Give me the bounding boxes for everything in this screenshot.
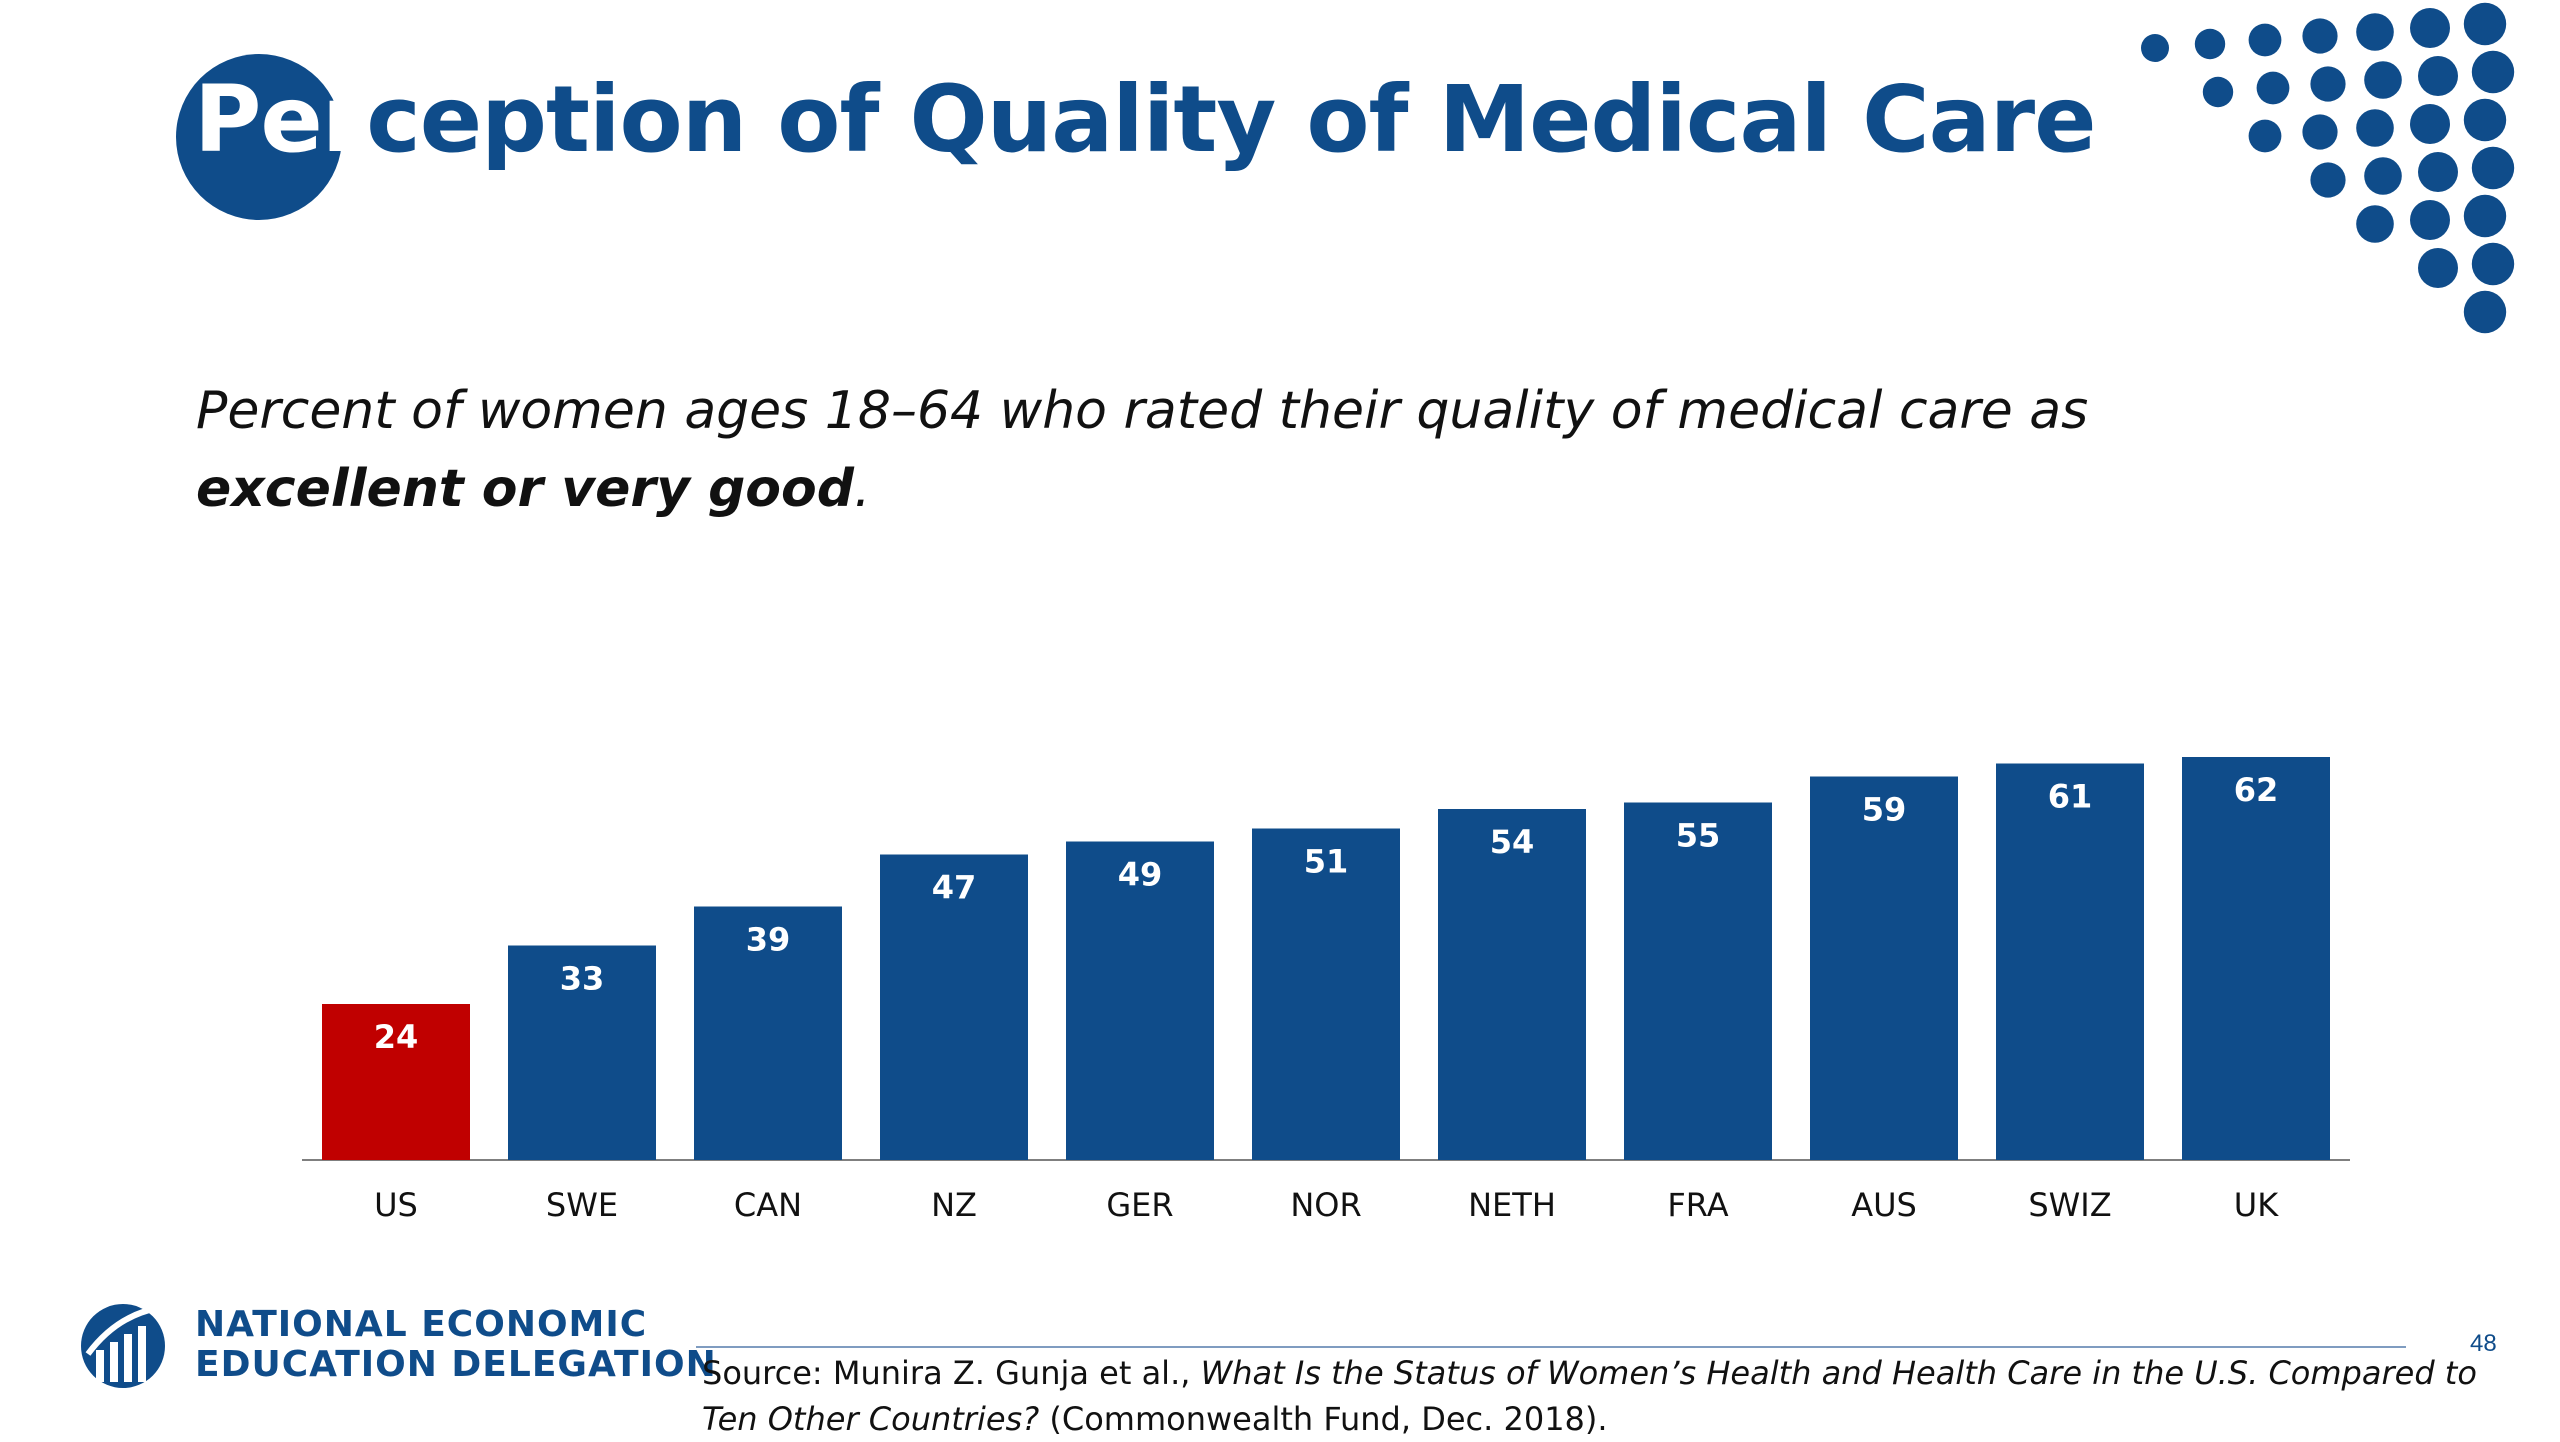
source-divider	[696, 1346, 2406, 1348]
category-label-neth: NETH	[1468, 1186, 1556, 1224]
bar-nz	[880, 854, 1028, 1160]
decorative-dots	[2141, 2, 2515, 334]
category-label-aus: AUS	[1851, 1186, 1917, 1224]
bar-nor	[1252, 828, 1400, 1160]
data-label-swiz: 61	[2048, 778, 2093, 816]
data-label-us: 24	[374, 1018, 419, 1056]
category-label-nz: NZ	[931, 1186, 977, 1224]
data-label-nz: 47	[932, 869, 977, 907]
decorative-dot	[2418, 248, 2458, 288]
source-prefix: Source: Munira Z. Gunja et al.,	[702, 1354, 1201, 1392]
title-text: Perception of Quality of Medical Care	[194, 74, 2096, 166]
category-label-us: US	[374, 1186, 418, 1224]
organization-name: NATIONAL ECONOMIC EDUCATION DELEGATION	[195, 1305, 717, 1385]
data-label-swe: 33	[560, 960, 605, 998]
subtitle-text: Percent of women ages 18–64 who rated th…	[196, 381, 2089, 441]
chart-subtitle: Percent of women ages 18–64 who rated th…	[196, 372, 2096, 528]
decorative-dot	[2248, 23, 2282, 57]
category-label-fra: FRA	[1667, 1186, 1728, 1224]
decorative-dot	[2471, 146, 2515, 190]
decorative-dot	[2256, 71, 2290, 105]
decorative-dot	[2356, 205, 2394, 243]
decorative-dot	[2410, 104, 2450, 144]
decorative-dot	[2364, 157, 2402, 195]
org-name-line1: NATIONAL ECONOMIC	[195, 1304, 648, 1345]
bar-aus	[1810, 776, 1958, 1160]
decorative-dot	[2310, 162, 2346, 198]
decorative-dot	[2410, 8, 2450, 48]
organization-logo-icon	[81, 1304, 165, 1388]
subtitle-bold: excellent or very good	[196, 459, 854, 519]
decorative-dot	[2364, 61, 2402, 99]
source-citation: Source: Munira Z. Gunja et al., What Is …	[702, 1350, 2542, 1442]
bar-swe	[508, 945, 656, 1160]
bar-swiz	[1996, 763, 2144, 1160]
data-label-nor: 51	[1304, 843, 1349, 881]
source-suffix: (Commonwealth Fund, Dec. 2018).	[1039, 1400, 1608, 1438]
subtitle-end: .	[853, 459, 871, 519]
org-name-line2: EDUCATION DELEGATION	[195, 1344, 717, 1385]
decorative-dot	[2463, 194, 2507, 238]
category-label-swiz: SWIZ	[2028, 1186, 2111, 1224]
decorative-dot	[2463, 98, 2507, 142]
category-label-swe: SWE	[546, 1186, 618, 1224]
decorative-dot	[2248, 119, 2282, 153]
decorative-dot	[2356, 109, 2394, 147]
title-rest: ception of Quality of Medical Care	[366, 66, 2096, 173]
category-label-ger: GER	[1106, 1186, 1173, 1224]
bar-can	[694, 906, 842, 1160]
decorative-dot	[2410, 200, 2450, 240]
decorative-dot	[2141, 34, 2169, 62]
data-label-aus: 59	[1862, 791, 1907, 829]
data-label-ger: 49	[1118, 856, 1163, 894]
decorative-dot	[2471, 242, 2515, 286]
decorative-dot	[2202, 76, 2234, 108]
decorative-dot	[2418, 56, 2458, 96]
decorative-dot	[2310, 66, 2346, 102]
data-label-uk: 62	[2234, 771, 2279, 809]
decorative-dot	[2463, 290, 2507, 334]
decorative-dot	[2356, 13, 2394, 51]
decorative-dot	[2194, 28, 2226, 60]
title-circle-decoration	[176, 54, 342, 220]
bar-neth	[1438, 809, 1586, 1160]
page-number: 48	[2470, 1330, 2497, 1357]
decorative-dot	[2302, 18, 2338, 54]
title-first-part: Per	[194, 66, 367, 173]
data-label-can: 39	[746, 921, 791, 959]
bar-ger	[1066, 841, 1214, 1160]
category-label-uk: UK	[2234, 1186, 2279, 1224]
decorative-dot	[2302, 114, 2338, 150]
source-title: What Is the Status of Women’s Health and…	[702, 1354, 2477, 1438]
bar-uk	[2182, 757, 2330, 1160]
slide-title: Perception of Quality of Medical Care	[176, 54, 2096, 224]
decorative-dot	[2463, 2, 2507, 46]
bar-us	[322, 1004, 470, 1160]
data-label-neth: 54	[1490, 823, 1535, 861]
bar-fra	[1624, 802, 1772, 1160]
decorative-dot	[2418, 152, 2458, 192]
decorative-dot	[2471, 50, 2515, 94]
data-label-fra: 55	[1676, 817, 1721, 855]
bar-chart: 24 US 33 SWE 39 CAN 47 NZ 49 GER 51 NOR 54 NETH 55 FRA 5…	[302, 757, 2350, 1224]
category-label-can: CAN	[734, 1186, 802, 1224]
category-label-nor: NOR	[1290, 1186, 1361, 1224]
